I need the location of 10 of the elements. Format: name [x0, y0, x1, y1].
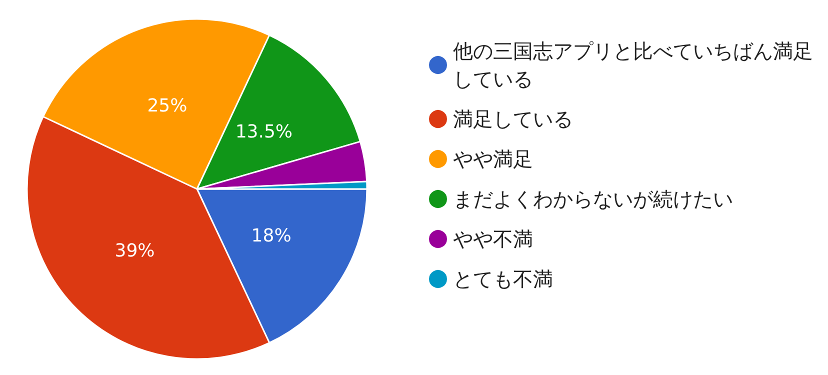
- legend-label: とても不満: [453, 267, 553, 291]
- legend-label: まだよくわからないが続けたい: [453, 187, 733, 211]
- legend-label: 満足している: [453, 107, 573, 131]
- data-label: 25%: [147, 96, 188, 117]
- legend-label: 他の三国志アプリと比べていちばん満足している: [453, 39, 813, 91]
- legend-label: やや満足: [453, 147, 533, 171]
- data-label: 18%: [251, 226, 292, 247]
- data-label: 13.5%: [235, 121, 293, 142]
- legend-label: やや不満: [453, 227, 533, 251]
- data-label: 39%: [114, 240, 155, 262]
